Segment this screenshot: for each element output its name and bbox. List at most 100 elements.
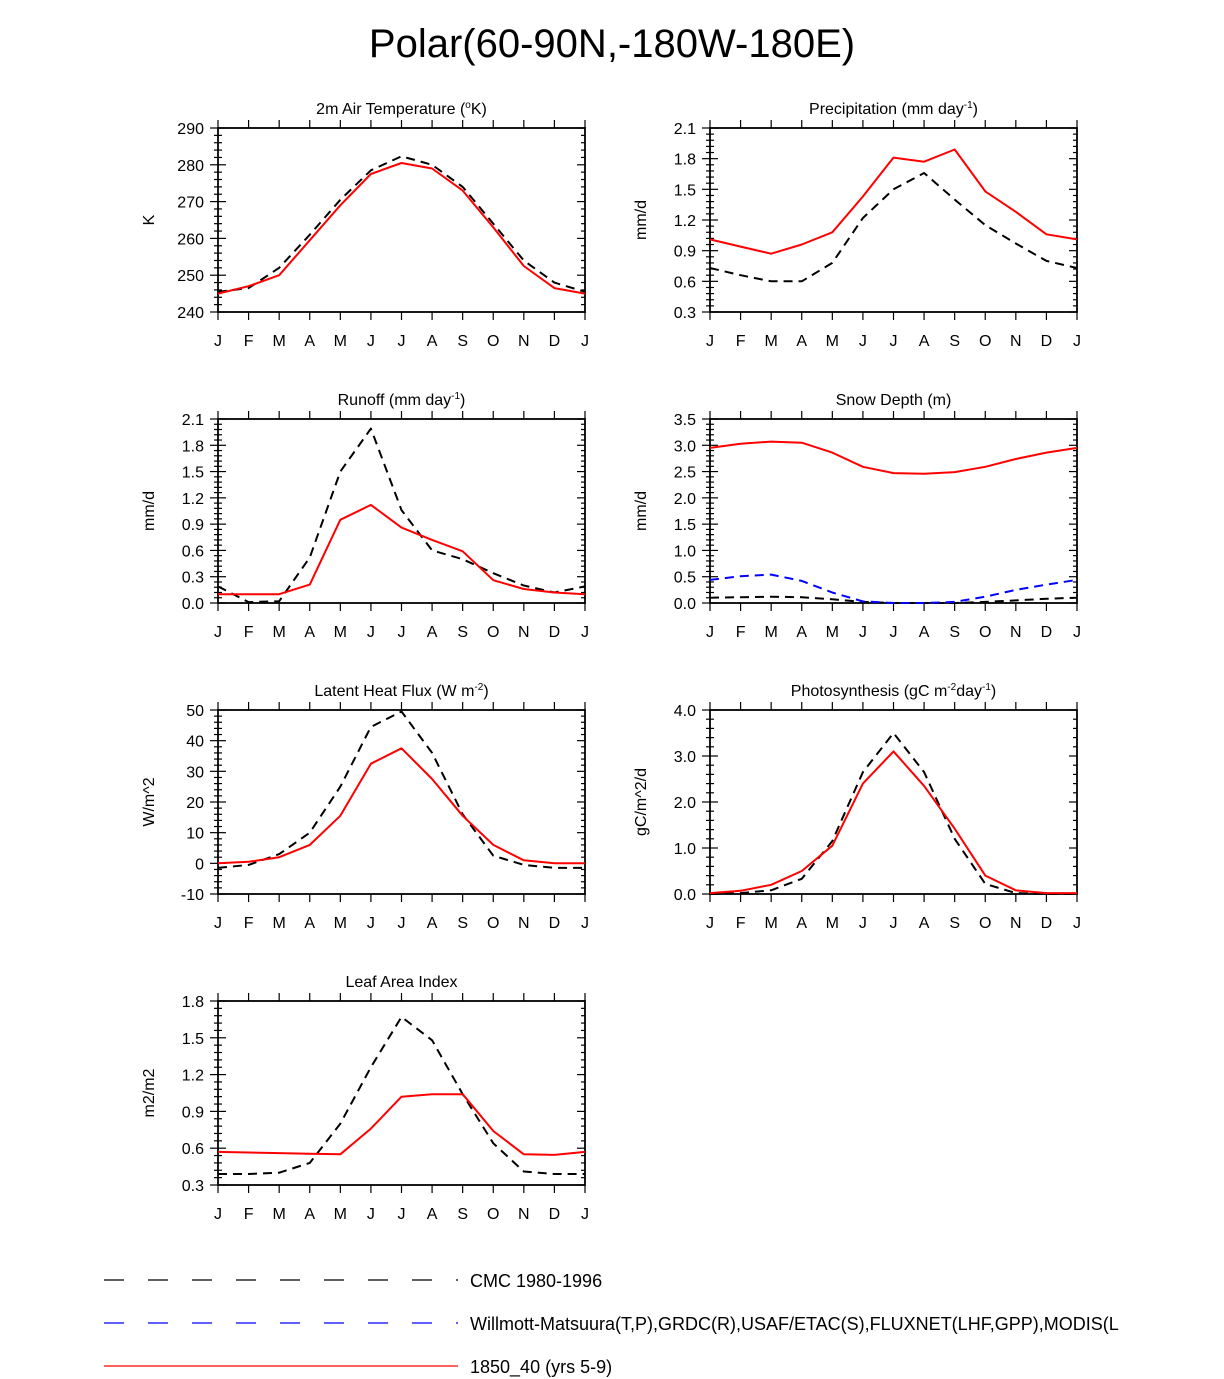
x-tick-label: A [427,624,438,641]
y-tick-label: 1.5 [182,465,204,482]
x-tick-label: J [367,915,375,932]
series-line-obs-cmc [709,732,1077,895]
panel-title-tail: ) [991,683,996,700]
x-tick-label: J [367,1206,375,1223]
legend-label: CMC 1980-1996 [470,1271,602,1291]
x-tick-label: F [736,624,746,641]
x-tick-label: N [518,1206,530,1223]
x-tick-label: A [919,624,930,641]
x-tick-label: N [518,915,530,932]
figure-title: Polar(60-90N,-180W-180E) [368,22,856,66]
y-tick-label: 0.0 [674,596,696,613]
x-tick-label: S [949,624,960,641]
x-tick-label: O [979,624,991,641]
y-tick-label: 0.6 [182,543,204,560]
panel-title-text: Photosynthesis (gC m [791,683,948,700]
x-tick-label: M [765,915,778,932]
y-tick-label: 0.6 [182,1141,204,1158]
panel-title-superscript: -2 [947,682,956,693]
y-tick-label: 0.9 [182,1104,204,1121]
panel-title: 2m Air Temperature (oK) [316,100,487,118]
x-tick-label: J [890,333,898,350]
x-tick-label: J [398,333,406,350]
y-tick-label: 0.3 [182,1178,204,1195]
x-tick-label: A [427,333,438,350]
legend-item: CMC 1980-1996 [104,1271,602,1291]
x-tick-label: J [214,624,222,641]
x-tick-label: F [736,333,746,350]
plot-frame [709,127,1078,313]
y-tick-label: 0 [195,856,204,873]
y-tick-label: 1.0 [674,841,696,858]
panel-title: Precipitation (mm day-1) [809,100,978,118]
x-tick-label: M [273,333,286,350]
y-tick-label: 2.1 [674,121,696,138]
x-tick-label: J [581,624,589,641]
x-tick-label: A [427,915,438,932]
x-tick-label: D [549,915,561,932]
x-tick-label: O [979,333,991,350]
x-tick-label: A [427,1206,438,1223]
series-line-obs-cmc [218,1015,585,1175]
x-tick-label: J [581,915,589,932]
x-tick-label: J [398,915,406,932]
x-tick-label: D [1041,333,1053,350]
panel-title-text: Latent Heat Flux (W m [314,683,474,700]
x-tick-label: J [706,915,714,932]
x-tick-label: J [214,333,222,350]
y-axis-label: mm/d [633,491,650,531]
x-tick-label: A [796,915,807,932]
panel-title-text: Runoff (mm day [338,392,452,409]
y-tick-label: 0.5 [674,570,696,587]
panel-title-tail: ) [973,101,978,118]
legend-item: Willmott-Matsuura(T,P),GRDC(R),USAF/ETAC… [104,1314,1119,1334]
x-tick-label: J [1073,915,1081,932]
y-tick-label: 1.2 [182,491,204,508]
y-axis-label: mm/d [141,491,158,531]
panel-title: Leaf Area Index [345,974,457,991]
x-tick-label: N [1010,915,1022,932]
x-tick-label: J [214,1206,222,1223]
x-tick-label: N [518,333,530,350]
chart-panel-6: Photosynthesis (gC m-2day-1) 0.0 1.0 2.0 3.0… [633,682,1081,932]
x-tick-label: M [765,333,778,350]
x-tick-label: S [949,333,960,350]
series-line-model [709,440,1078,475]
x-tick-label: M [273,1206,286,1223]
x-tick-label: J [706,624,714,641]
x-tick-label: N [1010,624,1022,641]
legend-item: 1850_40 (yrs 5-9) [104,1357,612,1378]
y-tick-label: 240 [177,305,204,322]
y-axis-label: mm/d [633,200,650,240]
plot-frame [709,709,1078,895]
panel-title-tail: K) [471,101,487,118]
series-line-obs-cmc [217,710,585,869]
x-tick-label: A [304,624,315,641]
x-tick-label: O [979,915,991,932]
y-tick-label: 1.0 [674,543,696,560]
x-tick-label: D [549,333,561,350]
x-tick-label: S [949,915,960,932]
y-tick-label: 0.0 [674,887,696,904]
y-tick-label: 1.2 [182,1068,204,1085]
x-tick-label: J [367,624,375,641]
y-tick-label: 1.8 [182,438,204,455]
x-tick-label: D [1041,915,1053,932]
x-tick-label: M [826,915,839,932]
x-tick-label: S [457,624,468,641]
y-tick-label: 3.5 [674,412,696,429]
series-line-model [217,1093,586,1156]
series-line-obs-cmc [709,172,1078,283]
x-tick-label: M [826,624,839,641]
y-tick-label: 280 [177,158,204,175]
panel-title-superscript: o [465,100,471,111]
x-tick-label: D [549,1206,561,1223]
panel-title-text: Snow Depth (m) [836,392,952,409]
y-tick-label: 4.0 [674,703,696,720]
x-tick-label: A [919,333,930,350]
x-tick-label: J [890,624,898,641]
y-tick-label: 1.5 [674,517,696,534]
y-tick-label: 2.1 [182,412,204,429]
x-tick-label: F [244,1206,254,1223]
